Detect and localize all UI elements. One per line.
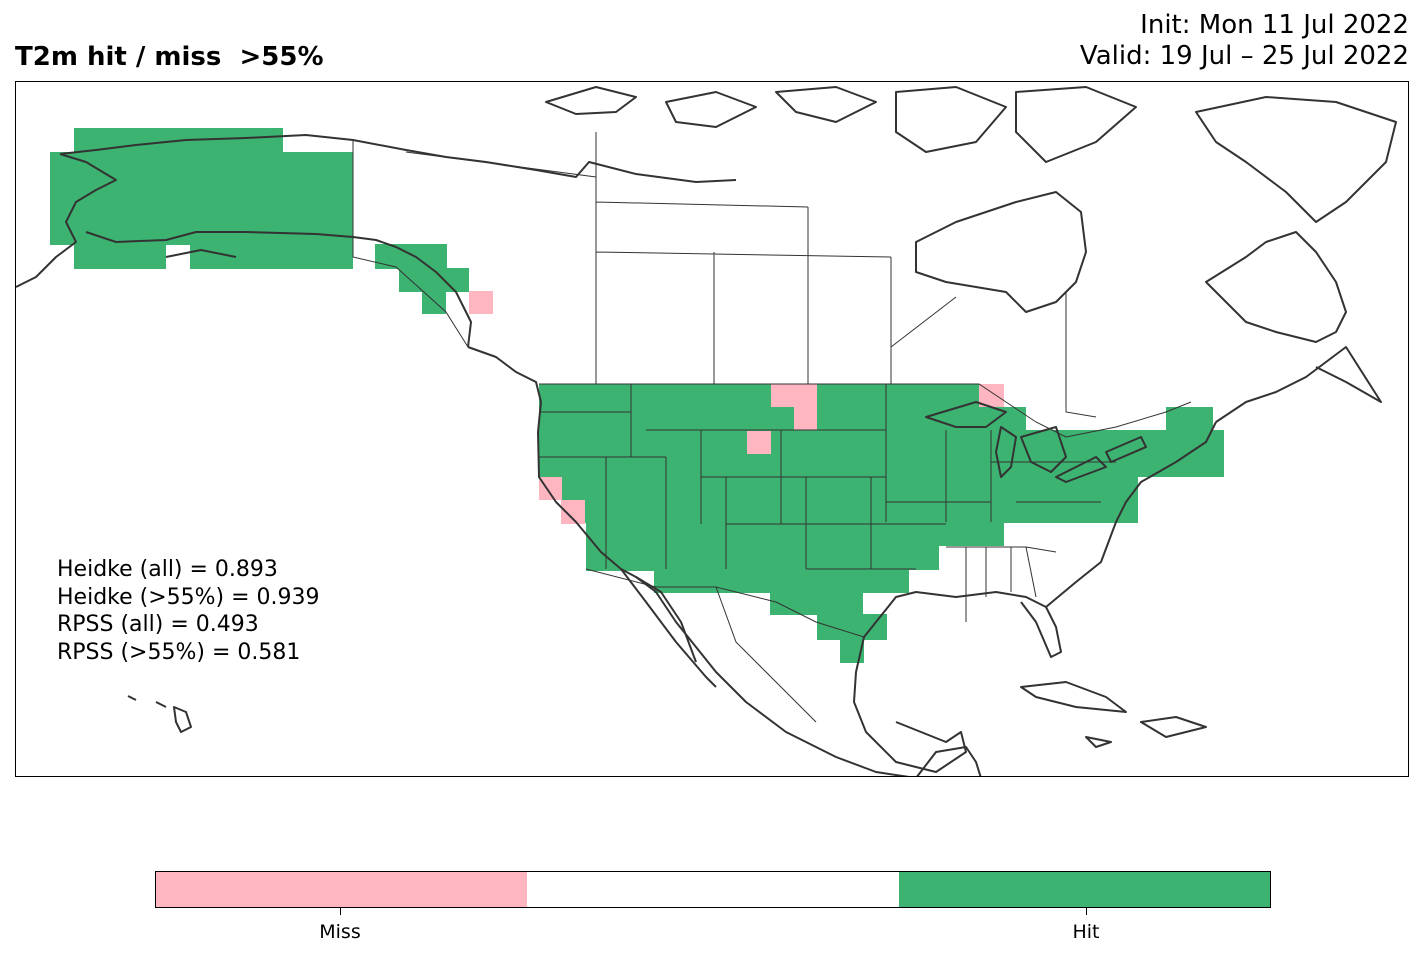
hit-cell (561, 476, 1138, 523)
hit-cell (770, 407, 794, 430)
map-panel (15, 81, 1409, 777)
map-title: T2m hit / miss >55% (15, 42, 324, 72)
rpss-55: RPSS (>55%) = 0.581 (57, 639, 301, 665)
miss-cells (469, 291, 1004, 524)
colorbar-tick-miss (340, 908, 341, 915)
colorbar-hit-segment (898, 872, 1270, 907)
skill-scores: Heidke (all) = 0.893 Heidke (>55%) = 0.9… (57, 556, 320, 666)
hit-cell (654, 569, 909, 593)
map-svg (16, 86, 1397, 776)
miss-cell (794, 407, 817, 430)
hit-cell (74, 244, 166, 269)
colorbar-neutral-segment (527, 872, 899, 907)
colorbar (155, 871, 1271, 908)
colorbar-miss-segment (156, 872, 528, 907)
borders (352, 132, 1192, 723)
miss-cell (539, 477, 562, 500)
miss-cell (771, 384, 817, 407)
rpss-all: RPSS (all) = 0.493 (57, 612, 259, 637)
colorbar-label-hit: Hit (1072, 921, 1100, 943)
hit-cell (190, 244, 353, 269)
hit-cell (50, 152, 353, 222)
date-info: Init: Mon 11 Jul 2022 Valid: 19 Jul – 25… (1080, 10, 1409, 72)
hit-cells (50, 128, 1224, 663)
heidke-all: Heidke (all) = 0.893 (57, 557, 278, 582)
miss-cell (469, 291, 493, 314)
coastlines (16, 86, 1397, 776)
hit-cell (817, 614, 887, 640)
hit-cell (375, 244, 447, 269)
hit-cell (422, 291, 446, 314)
hit-cell (586, 545, 939, 570)
miss-cell (979, 384, 1004, 407)
colorbar-tick-hit (1086, 908, 1087, 915)
heidke-55: Heidke (>55%) = 0.939 (57, 584, 320, 610)
hit-cell (539, 430, 1224, 477)
miss-cell (747, 431, 771, 454)
hit-cell (1096, 476, 1120, 523)
init-date: Init: Mon 11 Jul 2022 (1140, 10, 1409, 40)
hit-cell (770, 592, 863, 615)
valid-range: Valid: 19 Jul – 25 Jul 2022 (1079, 41, 1409, 71)
colorbar-label-miss: Miss (319, 921, 361, 943)
hit-cell (586, 522, 1004, 546)
